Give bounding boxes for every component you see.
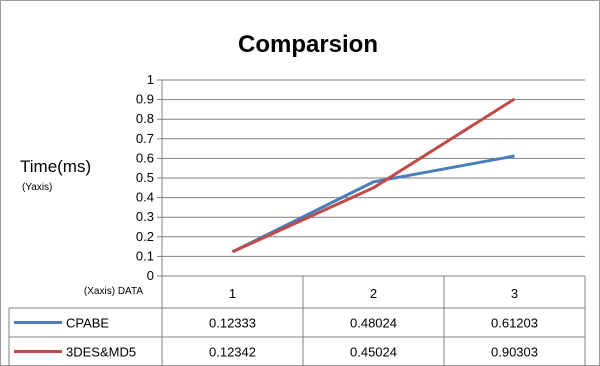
legend-label: CPABE [66,316,109,331]
y-tick-label: 0.1 [136,248,154,263]
y-tick-label: 0.5 [136,170,154,185]
x-category-label: 1 [229,286,236,301]
chart-title: Comparsion [238,31,378,58]
y-axis-ticks: 0 0.1 0.2 0.3 0.4 0.5 0.6 0.7 0.8 0.9 1 [136,72,162,283]
series-lines [231,97,516,254]
y-tick-label: 0.8 [136,111,154,126]
data-table-cell: 0.45024 [350,345,397,360]
data-table-cell: 0.12342 [209,345,256,360]
y-tick-label: 0.7 [136,131,154,146]
legend-label: 3DES&MD5 [66,345,136,360]
gridlines [161,79,585,276]
data-table: (Xaxis) DATA 1 2 3 CPABE 0.12333 0.48024 0.612… [8,275,586,366]
data-table-cell: 0.90303 [491,345,538,360]
y-tick-label: 0 [147,268,154,283]
data-table-cell: 0.48024 [350,316,397,331]
y-tick-label: 0.4 [136,190,154,205]
series-line [231,97,516,254]
y-axis-label: Time(ms) [20,157,91,176]
series-line [231,154,515,254]
x-category-label: 2 [370,286,377,301]
y-tick-label: 0.9 [136,92,154,107]
x-axis-label: (Xaxis) DATA [84,286,143,297]
x-category-label: 3 [511,286,518,301]
data-table-cell: 0.61203 [491,316,538,331]
y-axis-sublabel: (Yaxis) [22,182,52,193]
y-tick-label: 0.3 [136,209,154,224]
y-tick-label: 0.6 [136,150,154,165]
y-tick-label: 1 [147,72,154,87]
y-tick-label: 0.2 [136,229,154,244]
data-table-cell: 0.12333 [209,316,256,331]
